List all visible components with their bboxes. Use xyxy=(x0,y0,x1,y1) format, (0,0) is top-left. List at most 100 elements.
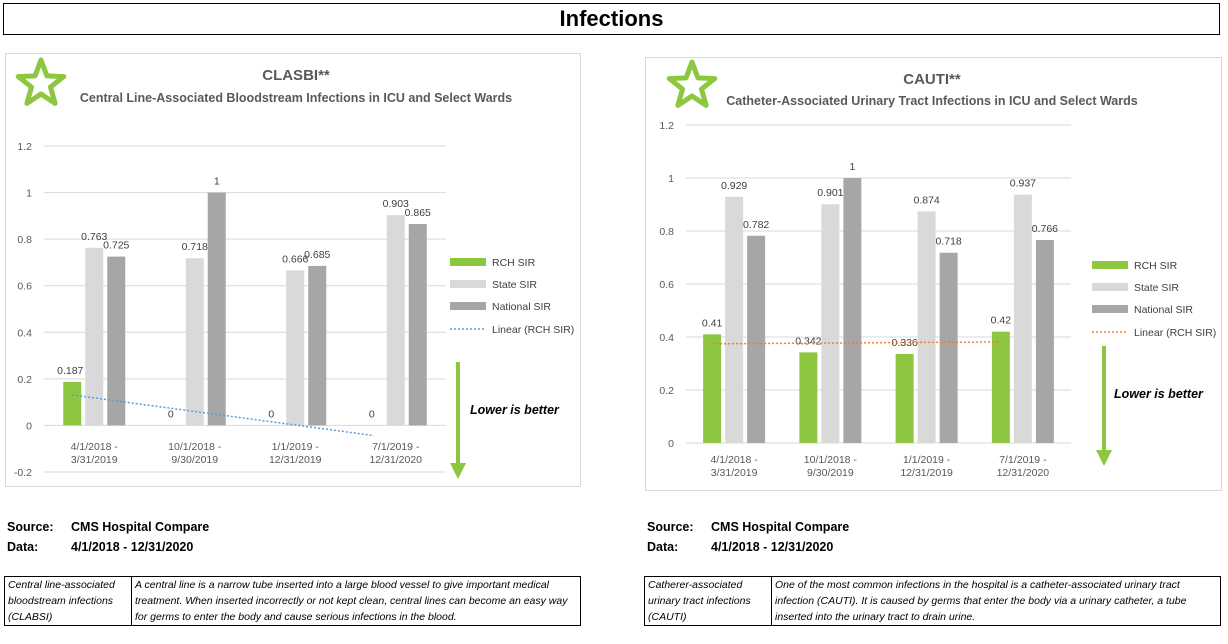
x-tick-label: 12/31/2020 xyxy=(997,467,1050,479)
y-tick-label: 0.4 xyxy=(659,332,674,344)
legend-label: RCH SIR xyxy=(1134,260,1178,272)
data-value: 4/1/2018 - 12/31/2020 xyxy=(711,540,834,554)
bar xyxy=(917,211,936,443)
data-label: 1 xyxy=(849,161,855,173)
bar xyxy=(408,224,427,426)
source-label: Source: xyxy=(7,520,54,534)
bar xyxy=(747,235,766,443)
data-label: 0.718 xyxy=(935,236,961,248)
data-label: Data: xyxy=(7,540,39,554)
x-tick-label: 12/31/2019 xyxy=(269,454,322,466)
bar xyxy=(207,192,226,426)
clabsi-definition-table: Central line-associated bloodstream infe… xyxy=(4,576,581,626)
data-label: 0.342 xyxy=(795,335,821,347)
data-label: 0.937 xyxy=(1010,178,1036,190)
x-tick-label: 10/1/2018 - xyxy=(804,454,858,466)
x-tick-label: 12/31/2019 xyxy=(900,467,953,479)
cauti-definition-table: Catherer-associated urinary tract infect… xyxy=(644,576,1221,626)
chart-title: CAUTI** xyxy=(903,71,961,88)
data-label: 0.763 xyxy=(81,231,107,243)
x-tick-label: 3/31/2019 xyxy=(711,467,758,479)
clabsi-source-block: Source: CMS Hospital Compare Data: 4/1/2… xyxy=(7,517,209,557)
lower-is-better-note: Lower is better xyxy=(1114,387,1204,401)
data-label: 0.666 xyxy=(282,253,308,265)
x-tick-label: 1/1/2019 - xyxy=(272,441,320,453)
data-label: 0.41 xyxy=(702,317,723,329)
y-tick-label: 1.2 xyxy=(659,120,674,132)
x-tick-label: 7/1/2019 - xyxy=(372,441,420,453)
legend-label: National SIR xyxy=(1134,304,1193,316)
bar xyxy=(725,196,744,443)
x-tick-label: 3/31/2019 xyxy=(71,454,118,466)
bar xyxy=(703,334,722,443)
chart-subtitle: Central Line-Associated Bloodstream Infe… xyxy=(80,91,512,105)
legend-label: State SIR xyxy=(1134,282,1179,294)
definition-text: One of the most common infections in the… xyxy=(771,576,1221,626)
legend-label: State SIR xyxy=(492,279,537,291)
legend-swatch xyxy=(450,258,486,266)
data-label: 0.187 xyxy=(57,365,83,377)
y-tick-label: 0.2 xyxy=(17,374,32,386)
bar xyxy=(799,352,818,443)
y-tick-label: -0.2 xyxy=(14,467,32,479)
bar xyxy=(895,353,914,443)
y-tick-label: 1.2 xyxy=(17,141,32,153)
bar xyxy=(286,270,305,426)
y-tick-label: 0.4 xyxy=(17,327,32,339)
page-title: Infections xyxy=(3,3,1220,35)
cauti-chart: CAUTI** Catheter-Associated Urinary Tract… xyxy=(645,57,1222,491)
y-tick-label: 0 xyxy=(26,420,32,432)
x-tick-label: 10/1/2018 - xyxy=(168,441,222,453)
trendline xyxy=(712,341,1001,345)
bar xyxy=(308,265,327,426)
data-label: 0.718 xyxy=(182,241,208,253)
bar xyxy=(386,215,405,426)
x-tick-label: 12/31/2020 xyxy=(369,454,422,466)
bar xyxy=(63,381,82,426)
y-tick-label: 0.2 xyxy=(659,385,674,397)
cauti-source-block: Source: CMS Hospital Compare Data: 4/1/2… xyxy=(647,517,849,557)
data-label: 0.865 xyxy=(405,207,431,219)
x-tick-label: 4/1/2018 - xyxy=(710,454,758,466)
definition-term: Catherer-associated urinary tract infect… xyxy=(644,576,772,626)
data-label: 0 xyxy=(168,408,174,420)
legend-swatch xyxy=(1092,261,1128,269)
data-label: 0.766 xyxy=(1032,223,1058,235)
down-arrow-head-icon xyxy=(1096,450,1112,466)
legend-label: Linear (RCH SIR) xyxy=(1134,327,1216,339)
data-label: 0.42 xyxy=(991,315,1012,327)
data-label: 0 xyxy=(369,408,375,420)
data-label: 0.874 xyxy=(913,194,939,206)
y-tick-label: 1 xyxy=(668,173,674,185)
bar xyxy=(939,252,958,443)
source-value: CMS Hospital Compare xyxy=(71,520,210,534)
chart-title: CLASBI** xyxy=(262,67,330,84)
y-tick-label: 0.8 xyxy=(659,226,674,238)
legend-swatch xyxy=(450,302,486,310)
data-label: 0.782 xyxy=(743,219,769,231)
x-tick-label: 7/1/2019 - xyxy=(999,454,1047,466)
data-label: 0.685 xyxy=(304,249,330,261)
bar xyxy=(107,256,126,426)
bar xyxy=(85,247,104,426)
data-label: 1 xyxy=(214,176,220,188)
y-tick-label: 0.6 xyxy=(659,279,674,291)
source-label: Source: xyxy=(647,520,694,534)
bar xyxy=(821,204,840,443)
x-tick-label: 4/1/2018 - xyxy=(71,441,119,453)
data-label: 0.901 xyxy=(817,187,843,199)
data-label: 0.929 xyxy=(721,180,747,192)
legend-swatch xyxy=(1092,283,1128,291)
legend-swatch xyxy=(450,280,486,288)
star-outline-icon xyxy=(15,57,67,106)
x-tick-label: 1/1/2019 - xyxy=(903,454,951,466)
cauti-chart-svg: CAUTI** Catheter-Associated Urinary Tract… xyxy=(659,59,1216,479)
data-label: 0 xyxy=(268,408,274,420)
source-value: CMS Hospital Compare xyxy=(711,520,850,534)
data-label: 0.903 xyxy=(383,198,409,210)
y-tick-label: 0 xyxy=(668,438,674,450)
x-tick-label: 9/30/2019 xyxy=(171,454,218,466)
down-arrow-head-icon xyxy=(450,463,466,479)
legend-swatch xyxy=(1092,305,1128,313)
bar xyxy=(991,331,1010,443)
